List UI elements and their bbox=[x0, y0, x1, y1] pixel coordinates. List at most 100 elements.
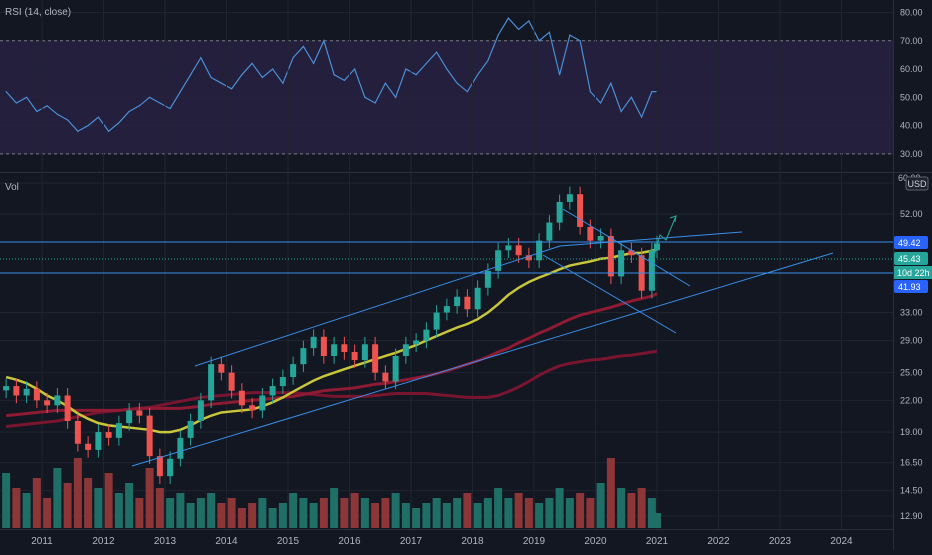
candle-body bbox=[351, 352, 358, 361]
rsi-point bbox=[343, 79, 345, 81]
candle-body bbox=[13, 386, 20, 396]
rsi-point bbox=[456, 82, 458, 84]
candle-body bbox=[413, 340, 420, 345]
candle-body bbox=[577, 194, 584, 227]
volume-bar bbox=[340, 498, 349, 528]
rsi-point bbox=[241, 74, 243, 76]
rsi-point bbox=[405, 68, 407, 70]
candle-body bbox=[187, 420, 194, 438]
candle-body bbox=[484, 270, 491, 288]
rsi-point bbox=[97, 116, 99, 118]
volume-bar bbox=[12, 488, 21, 528]
rsi-price-axis[interactable]: 80.00 70.00 60.00 50.00 40.00 30.00 bbox=[900, 7, 923, 158]
upper-channel-extension[interactable] bbox=[559, 231, 743, 247]
trendline-drawings[interactable] bbox=[0, 208, 893, 467]
rsi-point bbox=[415, 74, 417, 76]
last-price-tag-text: 45.43 bbox=[898, 254, 921, 264]
rsi-point bbox=[36, 110, 38, 113]
upper-channel-line[interactable] bbox=[194, 245, 561, 367]
rsi-point bbox=[220, 82, 222, 84]
price-axis-label: 19.00 bbox=[900, 427, 923, 437]
price-axis-label: 25.00 bbox=[900, 368, 923, 378]
volume-bar bbox=[422, 503, 431, 528]
rsi-point bbox=[128, 110, 130, 113]
candle-body bbox=[23, 388, 30, 396]
candle-body bbox=[464, 296, 471, 310]
volume-bar bbox=[309, 503, 318, 528]
candle-body bbox=[566, 194, 573, 202]
rsi-point bbox=[26, 96, 28, 98]
volume-bar bbox=[627, 493, 636, 528]
rsi-axis-label: 80.00 bbox=[900, 7, 923, 17]
rsi-point bbox=[477, 74, 479, 76]
lower-channel-line[interactable] bbox=[131, 252, 834, 467]
volume-bar bbox=[606, 458, 615, 528]
volume-bar bbox=[73, 458, 82, 528]
falling-wedge-lower[interactable] bbox=[542, 254, 677, 334]
price-axis-label: 16.50 bbox=[900, 458, 923, 468]
candle-body bbox=[597, 235, 604, 241]
time-axis-label: 2021 bbox=[646, 536, 669, 547]
candle-body bbox=[126, 410, 133, 424]
rsi-point bbox=[600, 102, 602, 104]
volume-bar bbox=[94, 488, 103, 528]
rsi-point bbox=[302, 45, 304, 48]
volume-bar bbox=[166, 498, 175, 528]
projection-arrow[interactable] bbox=[652, 215, 677, 261]
currency-label[interactable]: USD bbox=[907, 179, 927, 189]
rsi-point bbox=[323, 40, 325, 42]
rsi-point bbox=[118, 122, 120, 124]
rsi-point bbox=[56, 113, 58, 115]
candle-body bbox=[228, 372, 235, 391]
candle-body bbox=[433, 312, 440, 330]
volume-bar bbox=[63, 483, 72, 528]
volume-bar bbox=[504, 498, 513, 528]
rsi-point bbox=[589, 91, 591, 93]
volume-bar bbox=[186, 503, 195, 528]
candle-body bbox=[320, 336, 327, 356]
price-axis-label: 33.00 bbox=[900, 308, 923, 318]
rsi-point bbox=[190, 74, 192, 76]
rsi-point bbox=[354, 68, 356, 70]
rsi-point bbox=[282, 82, 284, 84]
candle-body bbox=[536, 240, 543, 261]
candle-body bbox=[402, 344, 409, 356]
level-tag-high bbox=[894, 236, 928, 249]
volume-bar bbox=[483, 498, 492, 528]
rsi-point bbox=[179, 91, 181, 93]
candle-body bbox=[495, 250, 502, 271]
candle-body bbox=[115, 423, 122, 438]
candle-body bbox=[95, 432, 102, 450]
currency-button[interactable] bbox=[905, 176, 929, 191]
volume-bar bbox=[586, 498, 595, 528]
candle-body bbox=[648, 250, 655, 291]
candle-body bbox=[290, 364, 297, 378]
price-grid bbox=[0, 0, 893, 529]
rsi-pane[interactable]: RSI (14, close) 80.00 70.00 60.00 50.00 40.0… bbox=[0, 7, 923, 159]
volume-bar bbox=[514, 493, 523, 528]
price-pane[interactable]: Vol 52.00 33.00 29.00 25.00 22.00 19.00 16.50 1… bbox=[0, 0, 929, 529]
time-axis-label: 2012 bbox=[92, 536, 115, 547]
candle-body bbox=[105, 432, 112, 438]
rsi-point bbox=[548, 31, 550, 33]
candle-body bbox=[238, 390, 245, 406]
rsi-point bbox=[5, 91, 7, 93]
rsi-axis-label: 50.00 bbox=[900, 92, 923, 102]
rsi-point bbox=[292, 57, 294, 59]
rsi-point bbox=[425, 62, 427, 64]
rsi-series bbox=[5, 17, 658, 133]
volume-bar bbox=[155, 488, 164, 528]
time-axis-label: 2017 bbox=[400, 536, 423, 547]
time-axis[interactable]: 2011 2012 2013 2014 2015 2016 2017 2018 2019 2020… bbox=[31, 536, 853, 547]
rsi-point bbox=[466, 91, 468, 93]
price-pane-title: Vol bbox=[5, 182, 19, 193]
rsi-point bbox=[610, 82, 612, 84]
price-axis-label: 22.00 bbox=[900, 395, 923, 405]
volume-series bbox=[2, 458, 661, 528]
price-axis-label: 52.00 bbox=[900, 209, 923, 219]
volume-bar bbox=[432, 498, 441, 528]
price-axis[interactable]: 52.00 33.00 29.00 25.00 22.00 19.00 16.50 14.50… bbox=[900, 209, 923, 521]
candle-body bbox=[74, 420, 81, 444]
candle-body bbox=[156, 456, 163, 477]
